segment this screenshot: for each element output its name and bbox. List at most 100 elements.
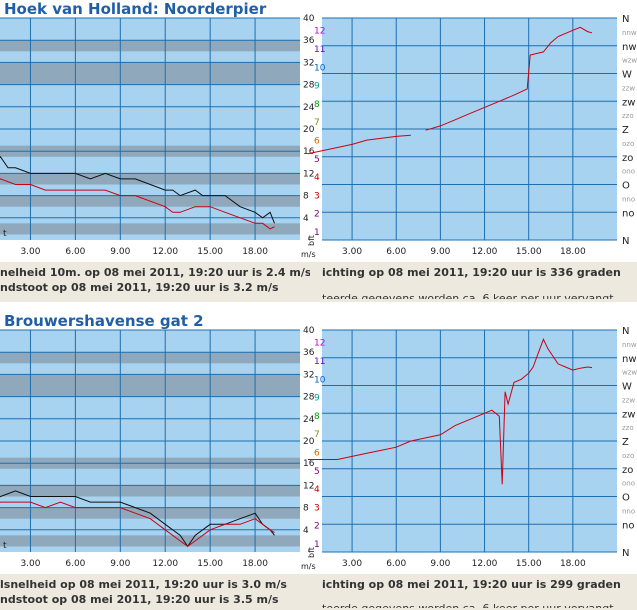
speed-tick-label: 24	[303, 415, 315, 425]
gust-line	[0, 501, 275, 548]
bft-tick-label: 4	[314, 173, 320, 183]
direction-minor-label: wzw	[622, 369, 637, 377]
bft-tick-label: 5	[314, 467, 320, 477]
caption-band	[0, 262, 637, 302]
direction-tick-label: Z	[622, 437, 629, 448]
speed-unit-label: m/s	[301, 562, 316, 571]
direction-minor-label: ono	[622, 480, 635, 488]
x-tick-label: 18.00	[242, 559, 268, 569]
x-tick-label: 3.00	[342, 559, 362, 569]
bft-tick-label: 6	[314, 137, 320, 147]
bft-tick-label: 4	[314, 485, 320, 495]
speed-tick-label: 16	[303, 459, 315, 469]
x-tick-label: 3.00	[20, 247, 40, 257]
gust-caption: ndstoot op 08 mei 2011, 19:20 uur is 3.2…	[0, 281, 279, 294]
x-tick-label: 12.00	[152, 247, 178, 257]
bft-tick-label: 12	[314, 27, 325, 37]
bft-tick-label: 9	[314, 82, 320, 92]
x-tick-label: 15.00	[197, 247, 223, 257]
station-title: Brouwershavense gat 2	[4, 312, 204, 330]
bft-tick-label: 8	[314, 100, 320, 110]
bft-tick-label: 2	[314, 522, 320, 532]
direction-minor-label: ozo	[622, 452, 634, 460]
speed-tick-label: 12	[303, 169, 314, 179]
x-tick-label: 3.00	[342, 247, 362, 257]
direction-minor-label: wzw	[622, 57, 637, 65]
speed-unit-label: m/s	[301, 250, 316, 259]
speed-tick-label: 28	[303, 81, 315, 91]
direction-tick-label: nw	[622, 354, 637, 365]
x-tick-label: 9.00	[110, 247, 130, 257]
bft-tick-label: 2	[314, 210, 320, 220]
direction-tick-label: W	[622, 70, 632, 81]
direction-tick-label: no	[622, 208, 634, 219]
x-tick-label: 15.00	[516, 247, 542, 257]
direction-tick-label: zw	[622, 409, 635, 420]
wind-charts: 3.00 3.00 6.00 6.00 9.00 9.00 12.00 12.00 15.00 1…	[0, 326, 637, 571]
direction-minor-label: ozo	[622, 140, 634, 148]
bft-band	[0, 485, 300, 497]
gust-line	[0, 178, 275, 230]
bft-tick-label: 6	[314, 449, 320, 459]
x-tick-label: 9.00	[430, 559, 450, 569]
direction-minor-label: nno	[622, 195, 635, 203]
direction-tick-label: N	[622, 236, 629, 247]
wind-line	[0, 155, 275, 224]
direction-caption: ichting op 08 mei 2011, 19:20 uur is 299…	[322, 578, 621, 591]
direction-line	[307, 26, 593, 155]
x-tick-label: 6.00	[386, 247, 406, 257]
direction-tick-label: zo	[622, 153, 633, 164]
x-tick-label: 6.00	[65, 559, 85, 569]
speed-tick-label: 24	[303, 103, 315, 113]
speed-tick-label: 36	[303, 348, 315, 358]
direction-tick-label: W	[622, 382, 632, 393]
speed-tick-label: 20	[303, 437, 315, 447]
direction-tick-label: zw	[622, 97, 635, 108]
speed-caption: lsnelheid op 08 mei 2011, 19:20 uur is 3…	[0, 578, 287, 591]
speed-tick-label: 12	[303, 481, 314, 491]
speed-tick-label: 8	[303, 192, 309, 202]
x-tick-label: 15.00	[516, 559, 542, 569]
direction-minor-label: zzw	[622, 396, 635, 404]
direction-minor-label: nnw	[622, 29, 637, 37]
gust-caption: ndstoot op 08 mei 2011, 19:20 uur is 3.5…	[0, 593, 279, 606]
speed-tick-label: 32	[303, 58, 314, 68]
bft-tick-label: 5	[314, 155, 320, 165]
direction-tick-label: Z	[622, 125, 629, 136]
bft-unit-label: bft	[307, 235, 316, 246]
speed-tick-label: 32	[303, 370, 314, 380]
wind-charts: 3.00 3.00 6.00 6.00 9.00 9.00 12.00 12.00 15.00 1…	[0, 14, 637, 259]
wind-line	[0, 490, 275, 548]
speed-tick-label: 8	[303, 504, 309, 514]
direction-tick-label: nw	[622, 42, 637, 53]
x-tick-label: 18.00	[560, 559, 586, 569]
direction-caption: ichting op 08 mei 2011, 19:20 uur is 336…	[322, 266, 621, 279]
direction-minor-label: zzw	[622, 84, 635, 92]
x-tick-label: 12.00	[472, 247, 498, 257]
speed-tick-label: 40	[303, 14, 315, 24]
time-axis-label: t	[3, 229, 7, 239]
speed-tick-label: 28	[303, 393, 315, 403]
x-tick-label: 9.00	[430, 247, 450, 257]
bft-tick-label: 1	[314, 228, 320, 238]
bft-band	[0, 173, 300, 185]
bft-unit-label: bft	[307, 547, 316, 558]
bft-tick-label: 10	[314, 375, 326, 385]
speed-tick-label: 16	[303, 147, 315, 157]
direction-note: teerde gegevens worden ca. 6 keer per uu…	[322, 602, 634, 608]
direction-tick-label: N	[622, 14, 629, 25]
bft-tick-label: 11	[314, 357, 325, 367]
bft-tick-label: 9	[314, 394, 320, 404]
x-tick-label: 18.00	[242, 247, 268, 257]
direction-tick-label: zo	[622, 465, 633, 476]
bft-band	[0, 223, 300, 235]
direction-minor-label: zzo	[622, 424, 634, 432]
bft-band	[0, 352, 300, 364]
direction-minor-label: nnw	[622, 341, 637, 349]
direction-tick-label: N	[622, 326, 629, 337]
direction-tick-label: N	[622, 548, 629, 559]
direction-tick-label: O	[622, 181, 630, 192]
x-tick-label: 9.00	[110, 559, 130, 569]
bft-band	[0, 40, 300, 52]
x-tick-label: 6.00	[386, 559, 406, 569]
